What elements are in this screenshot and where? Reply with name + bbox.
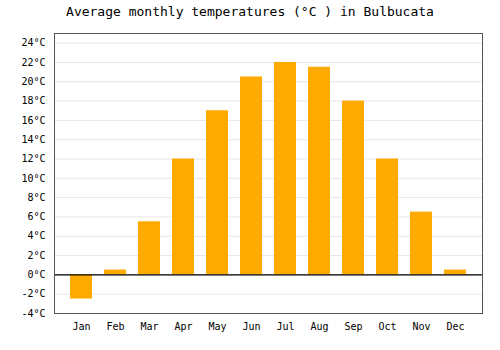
svg-text:Aug: Aug (310, 321, 328, 332)
svg-text:Jun: Jun (242, 321, 260, 332)
svg-text:20°C: 20°C (21, 76, 45, 87)
svg-text:Oct: Oct (378, 321, 396, 332)
svg-text:8°C: 8°C (27, 192, 45, 203)
svg-text:Jan: Jan (72, 321, 90, 332)
svg-text:Nov: Nov (412, 321, 430, 332)
svg-text:0°C: 0°C (27, 269, 45, 280)
svg-text:18°C: 18°C (21, 95, 45, 106)
svg-text:Apr: Apr (174, 321, 192, 332)
svg-text:12°C: 12°C (21, 153, 45, 164)
svg-text:May: May (208, 321, 226, 332)
svg-text:-4°C: -4°C (21, 308, 45, 319)
svg-text:6°C: 6°C (27, 211, 45, 222)
svg-text:Feb: Feb (106, 321, 124, 332)
svg-text:2°C: 2°C (27, 250, 45, 261)
svg-text:Mar: Mar (140, 321, 158, 332)
svg-text:Dec: Dec (446, 321, 464, 332)
svg-text:16°C: 16°C (21, 115, 45, 126)
svg-text:14°C: 14°C (21, 134, 45, 145)
svg-text:22°C: 22°C (21, 57, 45, 68)
svg-text:4°C: 4°C (27, 230, 45, 241)
svg-text:24°C: 24°C (21, 37, 45, 48)
svg-text:Jul: Jul (276, 321, 294, 332)
svg-text:10°C: 10°C (21, 173, 45, 184)
svg-text:Sep: Sep (344, 321, 362, 332)
svg-text:-2°C: -2°C (21, 288, 45, 299)
html-text:Average monthly temperatures (: Average monthly temperatures (°C ) in Bu… (66, 4, 434, 19)
